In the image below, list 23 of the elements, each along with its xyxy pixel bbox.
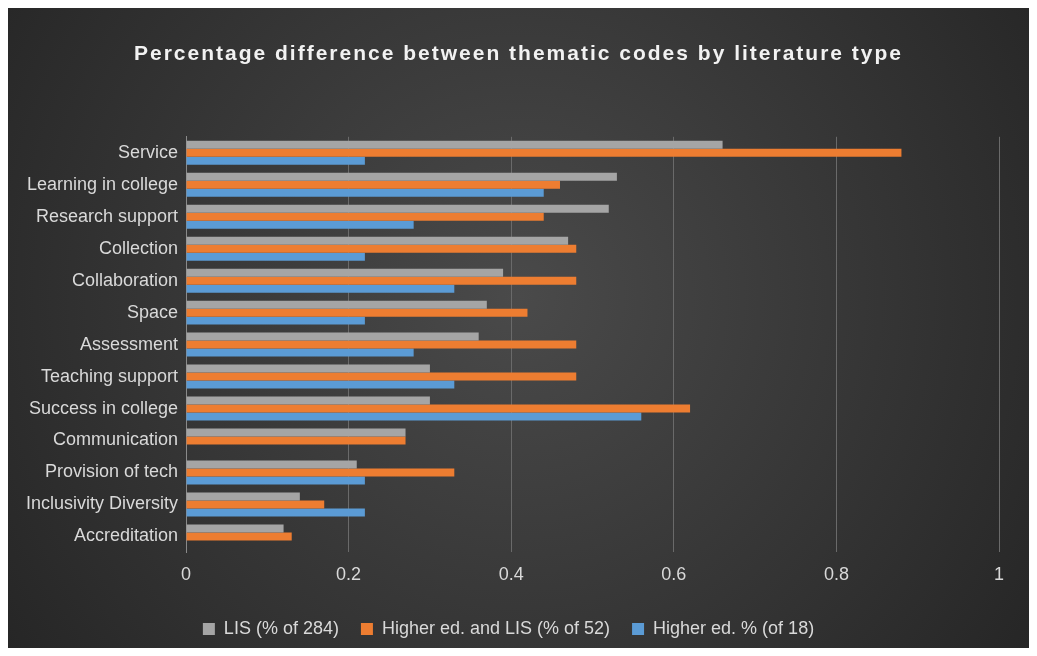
y-tick-label: Accreditation	[73, 525, 179, 546]
y-tick-label: Research support	[35, 205, 179, 226]
legend-label: Higher ed. % (of 18)	[653, 617, 815, 638]
y-tick-label: Collaboration	[71, 269, 179, 290]
x-tick-label: 0.6	[661, 564, 687, 585]
y-tick-label: Communication	[52, 429, 179, 450]
y-tick-label: Teaching support	[40, 365, 179, 386]
legend-label: LIS (% of 284)	[223, 617, 339, 638]
x-tick-label: 0	[181, 564, 192, 585]
y-tick-label: Success in college	[28, 397, 179, 418]
y-tick-label: Inclusivity Diversity	[25, 493, 179, 514]
x-tick-label: 0.8	[823, 564, 849, 585]
y-tick-label: Collection	[98, 237, 179, 258]
y-tick-label: Space	[126, 301, 179, 322]
x-tick-label: 0.2	[336, 564, 362, 585]
legend-label: Higher ed. and LIS (% of 52)	[381, 617, 611, 638]
y-tick-label: Assessment	[79, 333, 179, 354]
y-tick-label: Provision of tech	[44, 461, 179, 482]
x-tick-label: 1	[993, 564, 1005, 585]
x-tick-label: 0.4	[498, 564, 524, 585]
y-tick-label: Learning in college	[26, 173, 179, 194]
chart-title: Percentage difference between thematic codes by literature type	[132, 40, 905, 66]
y-tick-label: Service	[117, 141, 179, 162]
